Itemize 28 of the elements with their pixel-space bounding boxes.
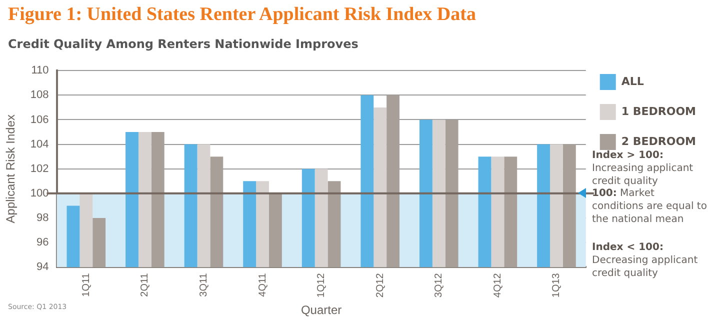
legend-label: 2 BEDROOM [621,134,696,148]
y-tick-label: 104 [30,138,49,150]
legend-label: 1 BEDROOM [621,104,696,118]
x-axis-title: Quarter [300,303,342,318]
ref-line-label: 100: Market conditions are equal to the national mean [592,187,708,226]
chart-title: Figure 1: United States Renter Applicant Risk Index Data [8,4,476,26]
y-tick-label: 100 [30,187,49,200]
y-tick-label: 108 [30,89,49,102]
x-tick-label: 3Q12 [434,272,445,298]
x-tick-label: 1Q13 [551,272,562,298]
y-tick-label: 94 [36,261,49,274]
y-tick-label: 110 [31,64,49,77]
text: Index < 100: Decreasing applicant credit quality [592,241,699,280]
y-tick-label: 98 [36,212,49,224]
x-tick-label: 2Q11 [140,272,151,297]
y-tick-label: 102 [30,162,49,175]
x-tick-label: 1Q12 [316,272,328,298]
y-axis-title: Applicant Risk Index [4,114,18,224]
legend-label: ALL [621,74,644,88]
x-tick-label: 4Q11 [257,272,268,297]
chart-subtitle: Credit Quality Among Renters Nationwide Improves [8,37,358,51]
text: Index > 100: Increasing applicant credit quality [592,149,694,188]
y-tick-label: 96 [36,236,49,249]
y-tick-label: 106 [30,114,49,126]
x-tick-label: 1Q11 [80,272,92,297]
x-tick-label: 2Q12 [374,272,386,298]
x-tick-label: 3Q11 [198,272,210,297]
x-tick-label: 4Q12 [492,272,504,298]
